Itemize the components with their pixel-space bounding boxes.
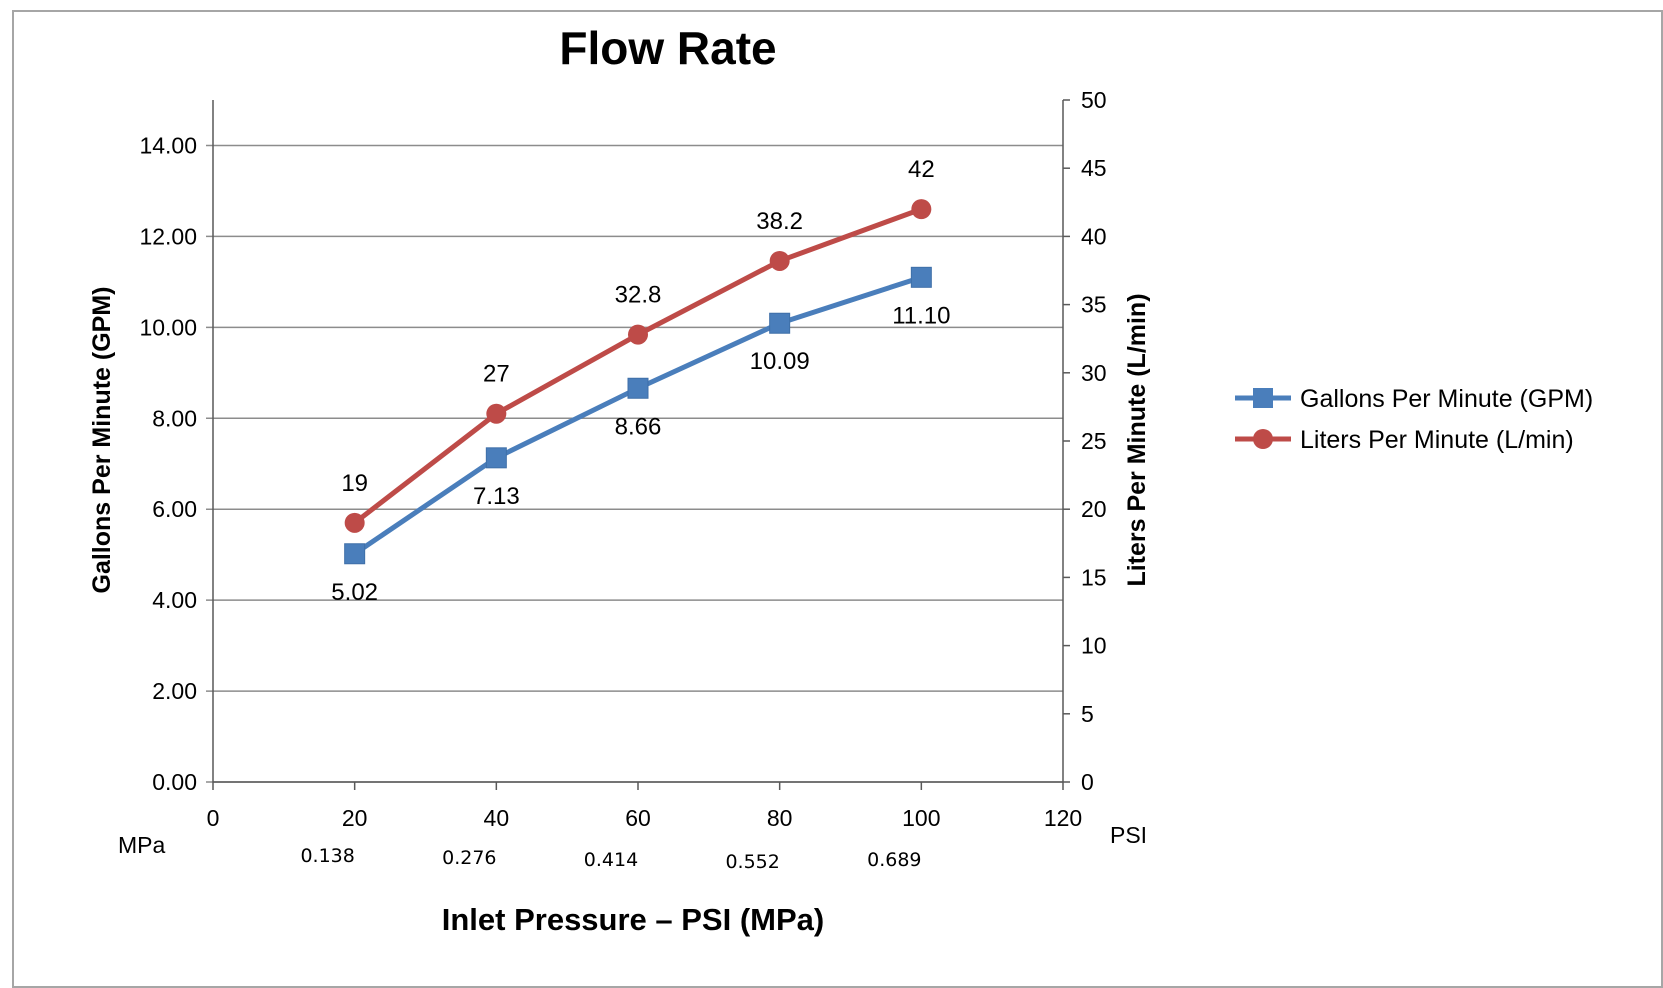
x-tick-label: 60 xyxy=(625,805,651,831)
axes xyxy=(212,100,1064,783)
data-label-gpm: 10.09 xyxy=(750,348,810,375)
x-axis-ticks: 0 20 40 60 80 100 120 xyxy=(207,782,1082,831)
data-point-gpm xyxy=(485,447,507,469)
y-tick-label: 14.00 xyxy=(139,132,197,158)
y2-tick-label: 50 xyxy=(1081,87,1107,113)
series-group: 5.02 7.13 8.66 10.09 11.10 19 27 32.8 38.2 42 xyxy=(331,156,950,606)
data-point-gpm xyxy=(627,377,649,399)
y2-tick-label: 30 xyxy=(1081,360,1107,386)
y-tick-label: 12.00 xyxy=(139,223,197,249)
x-tick-label: 20 xyxy=(342,805,368,831)
y-tick-label: 8.00 xyxy=(152,405,197,431)
legend-label: Gallons Per Minute (GPM) xyxy=(1300,385,1593,413)
data-label-gpm: 8.66 xyxy=(615,413,662,440)
mpa-tick-label: 0.276 xyxy=(442,847,496,869)
y2-tick-label: 15 xyxy=(1081,564,1107,590)
y-tick-label: 6.00 xyxy=(152,496,197,522)
data-label-gpm: 7.13 xyxy=(473,483,520,510)
y-axis-title: Gallons Per Minute (GPM) xyxy=(88,287,116,594)
data-point-gpm xyxy=(344,543,366,565)
y-tick-label: 2.00 xyxy=(152,678,197,704)
mpa-label: MPa xyxy=(118,832,166,858)
data-label-lpm: 42 xyxy=(908,156,935,183)
data-point-lpm xyxy=(486,403,507,424)
data-point-lpm xyxy=(344,512,365,533)
data-point-lpm xyxy=(769,250,790,271)
data-point-lpm xyxy=(628,324,648,345)
mpa-tick-label: 0.138 xyxy=(300,845,354,867)
legend: Gallons Per Minute (GPM) Liters Per Minut… xyxy=(1235,385,1593,454)
y2-axis-title: Liters Per Minute (L/min) xyxy=(1123,293,1151,586)
y-tick-label: 10.00 xyxy=(139,314,197,340)
y2-tick-label: 25 xyxy=(1081,428,1107,454)
data-point-lpm xyxy=(911,199,932,220)
x-tick-label: 0 xyxy=(207,805,220,831)
x-unit-label: PSI xyxy=(1110,822,1147,848)
y-axis-ticks: 0.00 2.00 4.00 6.00 8.00 10.00 12.00 14.00 xyxy=(139,132,197,795)
data-label-gpm: 11.10 xyxy=(892,302,950,329)
data-label-lpm: 27 xyxy=(483,361,510,388)
x-tick-label: 100 xyxy=(902,805,940,831)
chart-frame xyxy=(12,10,1663,988)
y2-tick-label: 5 xyxy=(1081,701,1094,727)
chart-title: Flow Rate xyxy=(559,22,776,74)
data-label-gpm: 5.02 xyxy=(331,579,378,606)
y2-tick-label: 0 xyxy=(1081,769,1094,795)
x-tick-label: 80 xyxy=(767,805,793,831)
gridlines xyxy=(206,144,1063,783)
y2-tick-label: 10 xyxy=(1081,633,1107,659)
legend-label: Liters Per Minute (L/min) xyxy=(1300,426,1574,454)
mpa-tick-label: 0.689 xyxy=(867,849,921,871)
mpa-tick-label: 0.414 xyxy=(584,849,638,871)
y2-tick-label: 20 xyxy=(1081,496,1107,522)
legend-marker-square xyxy=(1253,388,1273,408)
x-axis-title: Inlet Pressure – PSI (MPa) xyxy=(442,902,824,937)
data-label-lpm: 19 xyxy=(341,470,368,497)
data-point-gpm xyxy=(910,266,932,288)
x-tick-label: 40 xyxy=(484,805,510,831)
y2-tick-label: 45 xyxy=(1081,155,1107,181)
y-tick-label: 4.00 xyxy=(152,587,197,613)
y2-tick-label: 35 xyxy=(1081,292,1107,318)
series-line-lpm xyxy=(353,206,923,525)
data-label-lpm: 32.8 xyxy=(615,282,662,309)
data-label-lpm: 38.2 xyxy=(756,208,803,235)
y2-tick-label: 40 xyxy=(1081,223,1107,249)
mpa-ticks: 0.138 0.276 0.414 0.552 0.689 xyxy=(300,845,921,873)
y2-axis-ticks: 0 5 10 15 20 25 30 35 40 45 50 xyxy=(1063,87,1107,795)
x-tick-label: 120 xyxy=(1044,805,1082,831)
y-tick-label: 0.00 xyxy=(152,769,197,795)
legend-marker-circle xyxy=(1253,429,1273,449)
mpa-tick-label: 0.552 xyxy=(725,851,779,873)
data-point-gpm xyxy=(769,312,791,334)
